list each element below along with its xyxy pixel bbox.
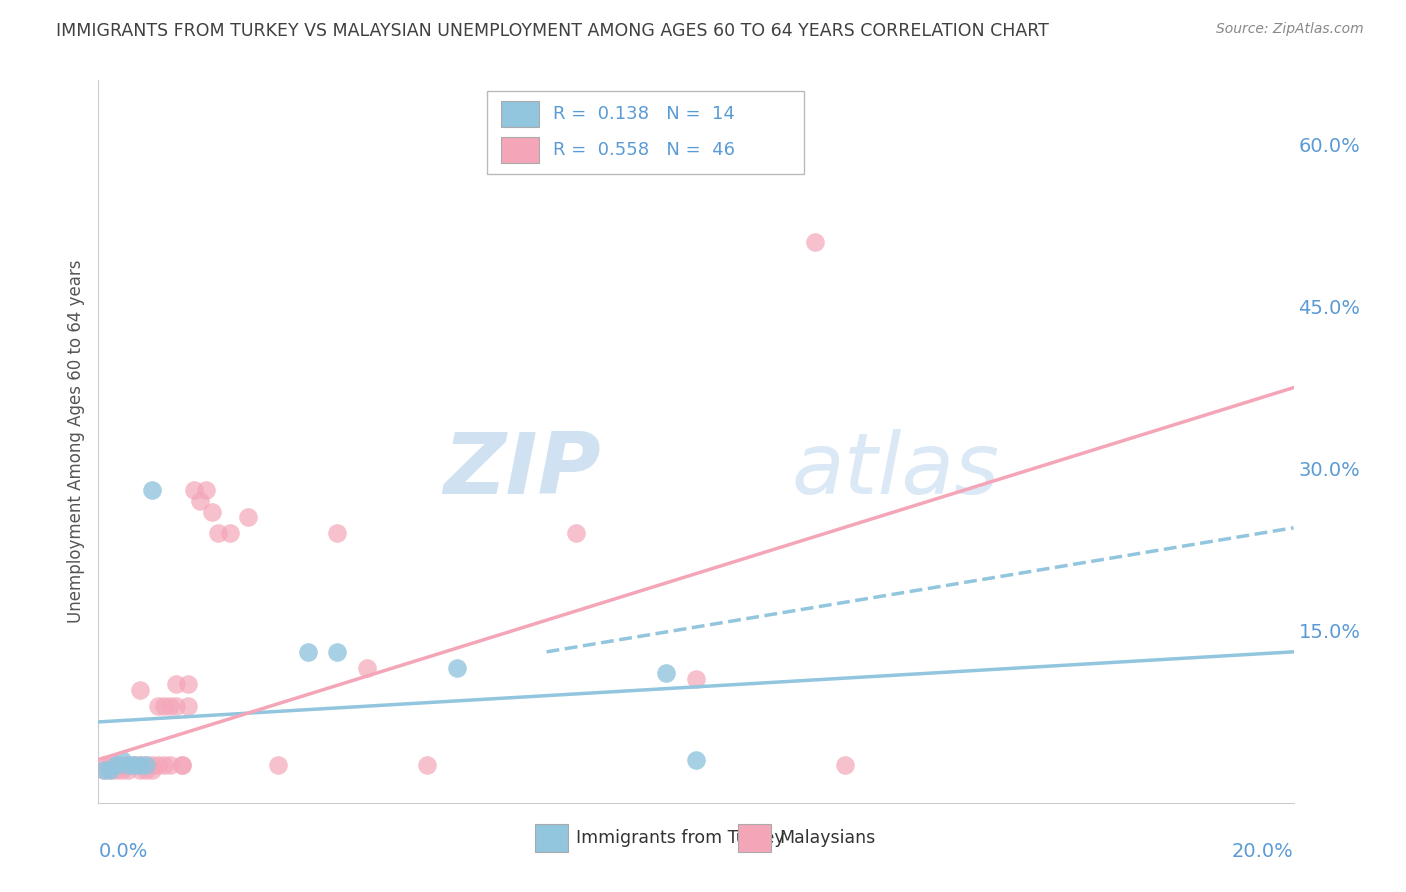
Point bbox=[105, 764, 128, 778]
Text: R =  0.138   N =  14: R = 0.138 N = 14 bbox=[553, 105, 734, 123]
Point bbox=[356, 661, 378, 675]
Point bbox=[188, 493, 211, 508]
Point bbox=[117, 758, 139, 772]
Point bbox=[219, 526, 242, 541]
Point bbox=[165, 677, 187, 691]
Point bbox=[326, 526, 349, 541]
Text: IMMIGRANTS FROM TURKEY VS MALAYSIAN UNEMPLOYMENT AMONG AGES 60 TO 64 YEARS CORRE: IMMIGRANTS FROM TURKEY VS MALAYSIAN UNEM… bbox=[56, 22, 1049, 40]
Point bbox=[159, 698, 181, 713]
Point bbox=[105, 758, 128, 772]
Text: R =  0.558   N =  46: R = 0.558 N = 46 bbox=[553, 141, 734, 160]
Point bbox=[326, 645, 349, 659]
Point bbox=[565, 526, 588, 541]
FancyBboxPatch shape bbox=[501, 101, 540, 128]
Text: atlas: atlas bbox=[792, 429, 1000, 512]
FancyBboxPatch shape bbox=[501, 137, 540, 163]
Point bbox=[153, 698, 176, 713]
Point bbox=[236, 510, 259, 524]
Point bbox=[124, 758, 146, 772]
FancyBboxPatch shape bbox=[534, 824, 568, 852]
Point bbox=[93, 764, 115, 778]
Point bbox=[98, 764, 122, 778]
Text: 20.0%: 20.0% bbox=[1232, 842, 1294, 861]
Point bbox=[655, 666, 678, 681]
Point bbox=[135, 758, 157, 772]
Point bbox=[129, 758, 152, 772]
Point bbox=[93, 764, 115, 778]
Text: 0.0%: 0.0% bbox=[98, 842, 148, 861]
Y-axis label: Unemployment Among Ages 60 to 64 years: Unemployment Among Ages 60 to 64 years bbox=[66, 260, 84, 624]
Point bbox=[93, 758, 115, 772]
Point bbox=[117, 758, 139, 772]
Point bbox=[177, 698, 200, 713]
Text: ZIP: ZIP bbox=[443, 429, 600, 512]
Point bbox=[446, 661, 468, 675]
Point bbox=[111, 753, 134, 767]
Point bbox=[129, 758, 152, 772]
Point bbox=[98, 758, 122, 772]
Point bbox=[141, 764, 163, 778]
Point bbox=[124, 758, 146, 772]
Point bbox=[685, 753, 707, 767]
Point bbox=[117, 764, 139, 778]
Point bbox=[124, 758, 146, 772]
FancyBboxPatch shape bbox=[738, 824, 772, 852]
Point bbox=[297, 645, 319, 659]
Point bbox=[207, 526, 229, 541]
Point bbox=[267, 758, 290, 772]
Text: Malaysians: Malaysians bbox=[779, 830, 876, 847]
Point bbox=[201, 505, 224, 519]
Point bbox=[685, 672, 707, 686]
Point bbox=[105, 758, 128, 772]
Point bbox=[159, 758, 181, 772]
Point bbox=[135, 758, 157, 772]
Point bbox=[804, 235, 827, 249]
Point bbox=[111, 764, 134, 778]
Point bbox=[834, 758, 856, 772]
Point bbox=[165, 698, 187, 713]
Text: Source: ZipAtlas.com: Source: ZipAtlas.com bbox=[1216, 22, 1364, 37]
Point bbox=[172, 758, 194, 772]
Point bbox=[148, 758, 170, 772]
Point bbox=[148, 698, 170, 713]
Point bbox=[129, 764, 152, 778]
Point bbox=[141, 758, 163, 772]
Point bbox=[172, 758, 194, 772]
Point bbox=[153, 758, 176, 772]
Point bbox=[141, 483, 163, 497]
Point bbox=[98, 764, 122, 778]
Text: Immigrants from Turkey: Immigrants from Turkey bbox=[576, 830, 785, 847]
FancyBboxPatch shape bbox=[486, 91, 804, 174]
Point bbox=[111, 758, 134, 772]
Point bbox=[135, 764, 157, 778]
Point bbox=[183, 483, 205, 497]
Point bbox=[177, 677, 200, 691]
Point bbox=[129, 682, 152, 697]
Point bbox=[416, 758, 439, 772]
Point bbox=[195, 483, 218, 497]
